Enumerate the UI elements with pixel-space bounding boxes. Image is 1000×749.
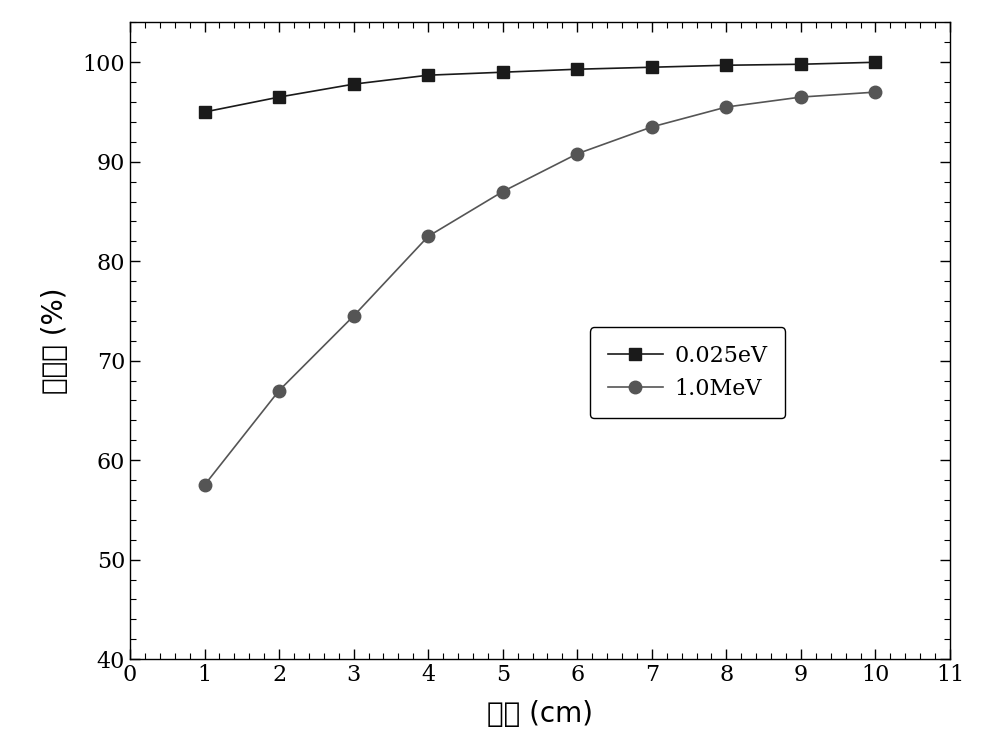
Y-axis label: 吸收率 (%): 吸收率 (%) <box>41 288 69 394</box>
Line: 0.025eV: 0.025eV <box>198 56 882 118</box>
Line: 1.0MeV: 1.0MeV <box>198 86 882 491</box>
1.0MeV <box>273 386 285 395</box>
1.0MeV <box>199 481 211 490</box>
0.025eV <box>869 58 881 67</box>
1.0MeV <box>646 122 658 131</box>
0.025eV <box>795 60 807 69</box>
1.0MeV <box>497 187 509 196</box>
Legend: 0.025eV, 1.0MeV: 0.025eV, 1.0MeV <box>590 327 785 418</box>
0.025eV <box>571 64 583 73</box>
1.0MeV <box>869 88 881 97</box>
1.0MeV <box>720 103 732 112</box>
0.025eV <box>199 108 211 117</box>
0.025eV <box>422 70 434 79</box>
0.025eV <box>348 79 360 88</box>
1.0MeV <box>348 312 360 321</box>
0.025eV <box>720 61 732 70</box>
1.0MeV <box>571 149 583 158</box>
1.0MeV <box>422 232 434 241</box>
0.025eV <box>497 67 509 76</box>
1.0MeV <box>795 93 807 102</box>
X-axis label: 厚度 (cm): 厚度 (cm) <box>487 700 593 728</box>
0.025eV <box>273 93 285 102</box>
0.025eV <box>646 63 658 72</box>
